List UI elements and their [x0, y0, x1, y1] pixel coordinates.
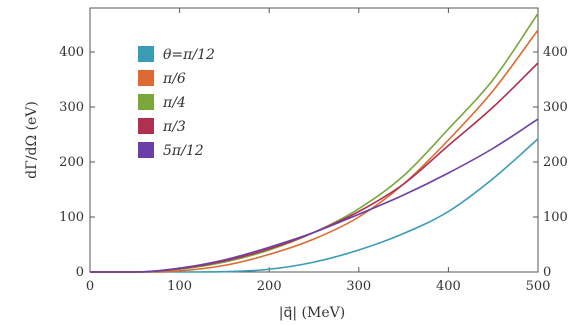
legend-swatch [138, 118, 154, 134]
x-tick-label: 100 [167, 279, 192, 294]
series-line [90, 138, 539, 273]
y-tick-label-right: 0 [543, 265, 551, 280]
y-tick-label: 300 [59, 100, 84, 115]
legend-label: 5π/12 [163, 143, 204, 159]
x-tick-label: 0 [86, 279, 94, 294]
series-curves [90, 13, 539, 273]
x-axis-label: |q⃗| (MeV) [279, 305, 345, 321]
y-tick-label-right: 400 [543, 45, 568, 60]
x-tick-label: 400 [436, 279, 461, 294]
y-axis-label: dΓ/dΩ (eV) [24, 101, 40, 179]
legend-label: π/3 [162, 119, 186, 135]
legend: θ=π/12 π/6 π/4 π/3 5π/12 [138, 46, 215, 159]
x-tick-label: 300 [346, 279, 371, 294]
x-tick-label: 500 [526, 279, 551, 294]
y-tick-label: 400 [59, 45, 84, 60]
y-tick-label: 200 [59, 155, 84, 170]
legend-swatch [138, 142, 154, 158]
y-tick-label-right: 100 [543, 210, 568, 225]
legend-swatch [138, 46, 154, 62]
legend-label: π/4 [162, 95, 186, 111]
y-tick-label-right: 200 [543, 155, 568, 170]
legend-label: θ=π/12 [163, 47, 215, 63]
legend-swatch [138, 94, 154, 110]
y-tick-label: 0 [76, 265, 84, 280]
y-tick-label: 100 [59, 210, 84, 225]
plot-frame [89, 7, 539, 273]
legend-swatch [138, 70, 154, 86]
legend-label: π/6 [162, 71, 186, 87]
series-line [90, 118, 539, 273]
series-line [90, 29, 539, 273]
x-tick-label: 200 [257, 279, 282, 294]
series-line [90, 62, 539, 273]
y-tick-label-right: 300 [543, 100, 568, 115]
